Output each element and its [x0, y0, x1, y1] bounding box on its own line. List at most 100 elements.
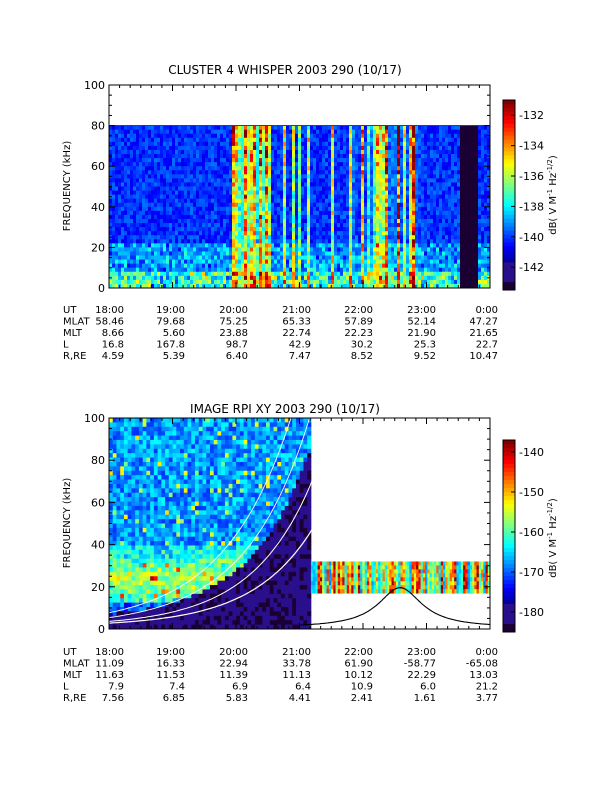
- spectrogram-cell: [415, 263, 419, 269]
- spectrogram-cell: [376, 145, 380, 151]
- spectrogram-cell: [454, 170, 458, 175]
- spectrogram-cell: [163, 137, 167, 143]
- spectrogram-cell: [412, 218, 416, 224]
- spectrogram-cell: [274, 166, 278, 171]
- spectrogram-cell: [427, 247, 431, 252]
- spectrogram-cell: [133, 170, 137, 175]
- spectrogram-cell: [442, 198, 446, 204]
- spectrogram-cell: [118, 247, 122, 252]
- spectrogram-cell: [253, 137, 257, 143]
- spectrogram-cell: [256, 182, 260, 187]
- spectrogram-cell: [127, 145, 131, 151]
- spectrogram-cell: [232, 235, 236, 240]
- spectrogram-cell: [376, 166, 380, 171]
- spectrogram-cell: [271, 255, 275, 260]
- spectrogram-cell: [250, 235, 254, 240]
- spectrogram-cell: [418, 202, 422, 208]
- spectrogram-cell: [112, 275, 116, 281]
- spectrogram-cell: [433, 133, 437, 139]
- spectrogram-cell: [379, 218, 383, 224]
- spectrogram-cell: [118, 174, 122, 179]
- spectrogram-cell: [289, 158, 293, 163]
- spectrogram-cell: [313, 271, 317, 277]
- spectrogram-cell: [388, 247, 392, 252]
- spectrogram-cell: [241, 149, 245, 155]
- spectrogram-cell: [331, 223, 335, 228]
- spectrogram-cell: [289, 255, 293, 260]
- spectrogram-cell: [271, 214, 275, 220]
- spectrogram-cell: [403, 227, 407, 232]
- spectrogram-cell: [220, 210, 224, 216]
- spectrogram-cell: [184, 149, 188, 155]
- spectrogram-cell: [136, 174, 140, 179]
- spectrogram-cell: [241, 218, 245, 224]
- spectrogram-cell: [361, 247, 365, 252]
- spectrogram-cell: [220, 198, 224, 204]
- spectrogram-cell: [109, 129, 113, 135]
- spectrogram-cell: [112, 218, 116, 224]
- spectrogram-cell: [334, 251, 338, 256]
- spectrogram-cell: [475, 283, 479, 288]
- spectrogram-cell: [298, 223, 302, 228]
- spectrogram-cell: [166, 145, 170, 151]
- spectrogram-cell: [289, 263, 293, 269]
- spectrogram-cell: [400, 283, 404, 288]
- spectrogram-cell: [346, 206, 350, 212]
- spectrogram-cell: [208, 235, 212, 240]
- spectrogram-cell: [310, 158, 314, 163]
- spectrogram-cell: [202, 190, 206, 196]
- spectrogram-cell: [292, 158, 296, 163]
- spectrogram-cell: [391, 239, 395, 244]
- spectrogram-cell: [202, 194, 206, 200]
- spectrogram-cell: [283, 141, 287, 147]
- spectrogram-cell: [364, 263, 368, 269]
- spectrogram-cell: [463, 141, 467, 147]
- spectrogram-cell: [376, 271, 380, 277]
- spectrogram-cell: [154, 206, 158, 212]
- spectrogram-cell: [340, 251, 344, 256]
- spectrogram-cell: [373, 214, 377, 220]
- spectrogram-cell: [475, 178, 479, 183]
- spectrogram-cell: [154, 251, 158, 256]
- spectrogram-cell: [145, 255, 149, 260]
- spectrogram-cell: [226, 223, 230, 228]
- spectrogram-cell: [142, 223, 146, 228]
- spectrogram-cell: [436, 259, 440, 265]
- spectrogram-cell: [379, 202, 383, 208]
- spectrogram-cell: [427, 251, 431, 256]
- spectrogram-cell: [121, 263, 125, 269]
- spectrogram-cell: [196, 145, 200, 151]
- spectrogram-cell: [208, 166, 212, 171]
- spectrogram-cell: [109, 223, 113, 228]
- spectrogram-cell: [469, 223, 473, 228]
- spectrogram-cell: [427, 218, 431, 224]
- spectrogram-cell: [370, 243, 374, 248]
- spectrogram-cell: [394, 178, 398, 183]
- spectrogram-cell: [346, 166, 350, 171]
- spectrogram-cell: [313, 198, 317, 204]
- spectrogram-cell: [166, 162, 170, 167]
- spectrogram-cell: [151, 267, 155, 273]
- spectrogram-cell: [379, 243, 383, 248]
- spectrogram-cell: [259, 145, 263, 151]
- spectrogram-cell: [226, 243, 230, 248]
- spectrogram-cell: [130, 182, 134, 187]
- spectrogram-cell: [418, 283, 422, 288]
- spectrogram-cell: [250, 202, 254, 208]
- spectrogram-cell: [262, 170, 266, 175]
- spectrogram-cell: [409, 149, 413, 155]
- spectrogram-cell: [406, 154, 410, 159]
- spectrogram-cell: [394, 141, 398, 147]
- spectrogram-cell: [433, 231, 437, 236]
- spectrogram-cell: [175, 206, 179, 212]
- spectrogram-cell: [223, 162, 227, 167]
- spectrogram-cell: [325, 279, 329, 285]
- spectrogram-cell: [247, 141, 251, 147]
- spectrogram-cell: [268, 231, 272, 236]
- spectrogram-cell: [478, 235, 482, 240]
- spectrogram-cell: [457, 186, 461, 191]
- spectrogram-cell: [469, 283, 473, 288]
- spectrogram-cell: [373, 210, 377, 216]
- spectrogram-cell: [454, 259, 458, 265]
- spectrogram-cell: [427, 125, 431, 131]
